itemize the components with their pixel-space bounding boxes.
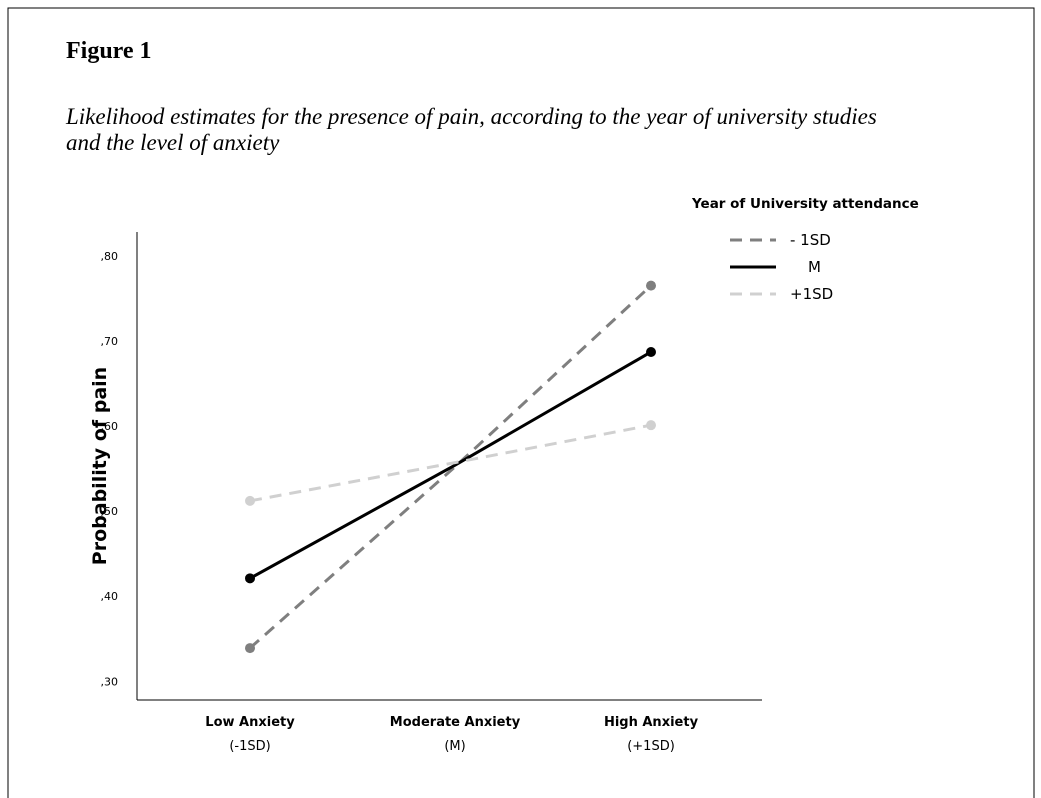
frame: [7, 7, 1035, 798]
series-point: [646, 280, 656, 291]
caption-line: Likelihood estimates for the presence of…: [65, 104, 877, 129]
y-axis-label: Probability of pain: [89, 367, 111, 565]
figure-label: Figure 1: [66, 38, 152, 64]
legend-label: M: [808, 258, 821, 276]
x-tick-label: High Anxiety: [604, 715, 699, 730]
x-tick-label: (+1SD): [627, 739, 675, 754]
legend-title: Year of University attendance: [691, 196, 919, 212]
y-tick-label: ,40: [101, 590, 119, 603]
y-tick-label: ,80: [101, 250, 119, 263]
series-point: [245, 573, 255, 584]
y-tick-label: ,50: [101, 505, 119, 518]
y-tick-label: ,60: [101, 420, 119, 433]
series-line: [249, 423, 652, 503]
x-tick-label: Moderate Anxiety: [390, 715, 521, 730]
x-tick-label: Low Anxiety: [205, 715, 295, 730]
x-tick-label: (M): [444, 739, 465, 754]
legend-label: - 1SD: [790, 231, 831, 249]
caption-line: and the level of anxiety: [66, 130, 280, 155]
x-tick-label: (-1SD): [229, 739, 270, 754]
series-line: [249, 284, 653, 650]
y-tick-label: ,30: [101, 675, 119, 688]
series-point: [245, 643, 255, 654]
y-tick-label: ,70: [101, 335, 119, 348]
legend-label: +1SD: [790, 285, 833, 303]
series-point: [646, 420, 656, 431]
series-point: [646, 346, 656, 357]
series-line: [249, 350, 652, 580]
series-point: [245, 495, 255, 506]
